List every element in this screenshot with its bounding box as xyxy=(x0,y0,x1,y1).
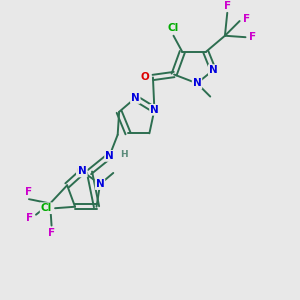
Text: H: H xyxy=(120,150,128,159)
Text: N: N xyxy=(131,93,140,103)
Text: N: N xyxy=(105,151,114,161)
Text: N: N xyxy=(78,167,87,176)
Text: O: O xyxy=(77,166,85,176)
Text: F: F xyxy=(26,187,32,197)
Text: N: N xyxy=(193,78,201,88)
Text: N: N xyxy=(150,105,159,115)
Text: F: F xyxy=(224,1,231,11)
Text: F: F xyxy=(249,32,256,42)
Text: F: F xyxy=(242,14,250,24)
Text: Cl: Cl xyxy=(168,22,179,32)
Text: N: N xyxy=(96,179,104,189)
Text: Cl: Cl xyxy=(40,203,52,213)
Text: F: F xyxy=(48,228,55,238)
Text: O: O xyxy=(140,73,149,82)
Text: N: N xyxy=(209,65,218,75)
Text: F: F xyxy=(26,213,33,223)
